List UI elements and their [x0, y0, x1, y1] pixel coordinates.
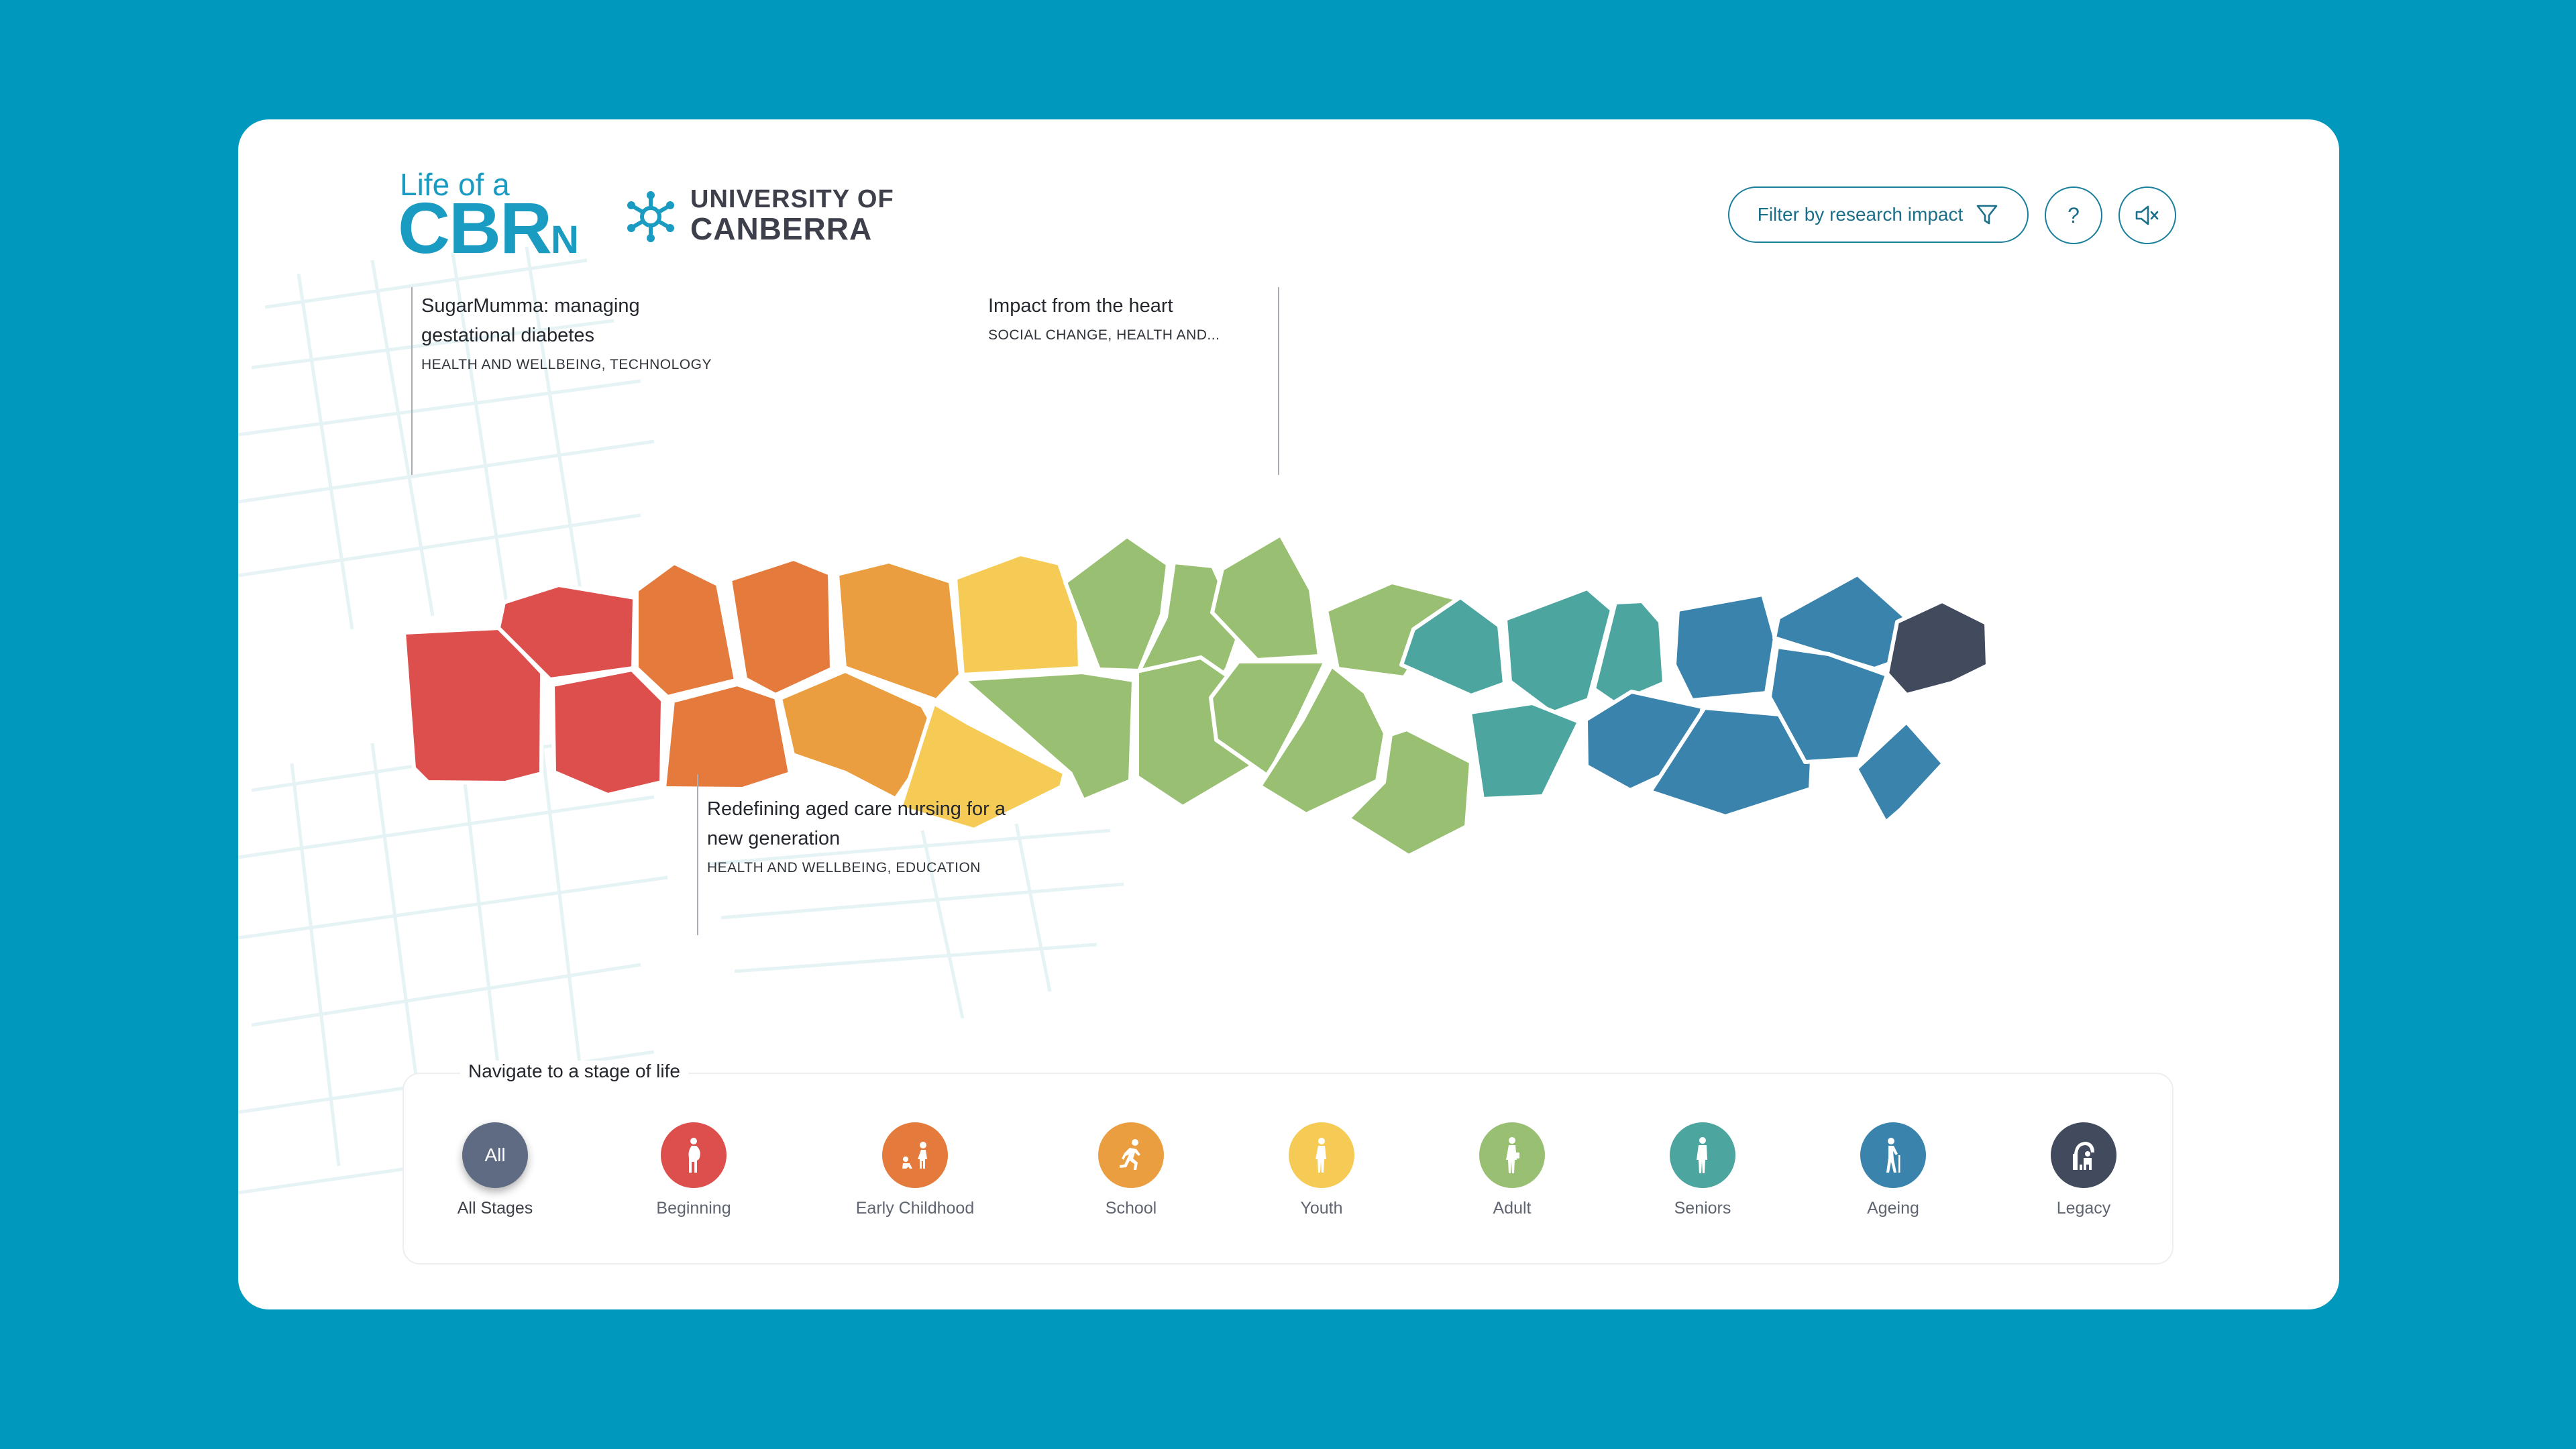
cell-seniors-4[interactable]: [1468, 701, 1581, 801]
question-mark-icon: ?: [2068, 203, 2080, 227]
callout-leader-line: [697, 774, 698, 935]
filter-by-research-impact-button[interactable]: Filter by research impact: [1728, 186, 2029, 243]
callout-title-line1: Redefining aged care nursing for a: [707, 798, 1006, 820]
callout-impact-from-the-heart[interactable]: Impact from the heart SOCIAL CHANGE, HEA…: [988, 286, 1279, 475]
callout-leader-line: [411, 287, 413, 475]
adult-figure-icon: [1506, 1137, 1519, 1173]
all-circle-text: All: [484, 1144, 506, 1165]
cell-adult-6[interactable]: [1209, 659, 1328, 778]
logo-text-cbr: CBRN: [398, 192, 579, 264]
stage-circle: [1479, 1122, 1545, 1188]
stage-legacy[interactable]: Legacy: [2003, 1122, 2164, 1218]
stage-all[interactable]: All All Stages: [415, 1122, 576, 1218]
stage-label: Legacy: [2056, 1199, 2111, 1218]
running-child-icon: [1120, 1139, 1140, 1170]
cell-seniors-2[interactable]: [1503, 586, 1614, 715]
stage-label: Youth: [1300, 1199, 1343, 1218]
speaker-muted-icon: [2135, 205, 2159, 225]
cell-early-childhood-2[interactable]: [728, 557, 834, 697]
stage-adult[interactable]: Adult: [1432, 1122, 1593, 1218]
university-snowflake-icon: [627, 191, 674, 242]
funnel-icon: [1976, 205, 1998, 225]
cell-ageing-1[interactable]: [1672, 592, 1777, 702]
stage-label: Early Childhood: [855, 1199, 975, 1218]
toddler-figures-icon: [902, 1142, 927, 1169]
stage-circle: [882, 1122, 948, 1188]
callout-tags: HEALTH AND WELLBEING, EDUCATION: [707, 860, 981, 875]
navigation-title: Navigate to a stage of life: [460, 1061, 688, 1082]
legacy-figures-icon: [2073, 1142, 2094, 1170]
callout-tags: SOCIAL CHANGE, HEALTH AND...: [988, 327, 1220, 343]
stage-ageing[interactable]: Ageing: [1813, 1122, 1974, 1218]
university-name-line2: CANBERRA: [690, 211, 873, 246]
life-stages-cell-chart: [402, 533, 1990, 858]
cell-adult-1[interactable]: [1063, 534, 1170, 673]
cane-figure-icon: [1886, 1138, 1900, 1173]
cell-youth-2[interactable]: [898, 701, 1067, 832]
stage-label: Seniors: [1674, 1199, 1731, 1218]
filter-button-label: Filter by research impact: [1757, 204, 1964, 225]
all-stages-circle: All: [462, 1122, 528, 1188]
stage-label: Ageing: [1867, 1199, 1919, 1218]
cell-adult-8[interactable]: [1258, 663, 1387, 816]
logo-text-main: CBR: [398, 187, 552, 268]
university-name-line1: UNIVERSITY OF: [690, 185, 894, 213]
cell-early-childhood-3[interactable]: [662, 682, 792, 791]
callout-sugarmumma[interactable]: SugarMumma: managing gestational diabete…: [411, 286, 720, 475]
stage-circle: [1670, 1122, 1735, 1188]
mute-sound-button[interactable]: [2118, 186, 2176, 244]
stage-circle: [1289, 1122, 1354, 1188]
callout-title-line1: Impact from the heart: [988, 295, 1173, 317]
stage-label: All Stages: [457, 1199, 533, 1218]
callout-aged-care-nursing[interactable]: Redefining aged care nursing for a new g…: [697, 774, 1059, 935]
stage-youth[interactable]: Youth: [1241, 1122, 1402, 1218]
stage-label: Adult: [1493, 1199, 1532, 1218]
stage-label: School: [1105, 1199, 1157, 1218]
callout-leader-line: [1278, 287, 1279, 475]
stage-circle: [1098, 1122, 1164, 1188]
logo-text-life-of-a: Life of a: [400, 167, 510, 202]
stage-seniors[interactable]: Seniors: [1622, 1122, 1783, 1218]
background-grid-pattern: [238, 246, 1379, 1222]
stage-circle: [661, 1122, 727, 1188]
help-button[interactable]: ?: [2045, 186, 2102, 244]
pregnant-figure-icon: [688, 1138, 700, 1173]
main-card: Life of a CBRN UNIVERSITY OF CANBERRA Fi…: [238, 119, 2339, 1309]
stage-early-childhood[interactable]: Early Childhood: [835, 1122, 996, 1218]
cell-early-childhood-1[interactable]: [635, 561, 738, 699]
stage-circle: [1860, 1122, 1926, 1188]
cell-legacy-1[interactable]: [1885, 599, 1990, 697]
teen-figure-icon: [1316, 1138, 1326, 1173]
callout-title-line2: gestational diabetes: [421, 325, 594, 346]
senior-figure-icon: [1697, 1137, 1707, 1173]
stage-school[interactable]: School: [1051, 1122, 1212, 1218]
callout-tags: HEALTH AND WELLBEING, TECHNOLOGY: [421, 357, 712, 372]
cell-seniors-1[interactable]: [1399, 595, 1507, 698]
stage-circle: [2051, 1122, 2116, 1188]
logo-text-suffix: N: [550, 218, 579, 262]
cell-beginning-3[interactable]: [551, 667, 665, 797]
cell-ageing-6[interactable]: [1854, 720, 1945, 824]
stage-label: Beginning: [656, 1199, 731, 1218]
callout-title-line2: new generation: [707, 828, 841, 849]
cell-adult-5[interactable]: [1210, 533, 1322, 662]
cell-ageing-5[interactable]: [1768, 645, 1889, 764]
cell-adult-2[interactable]: [961, 670, 1136, 802]
cell-ageing-2[interactable]: [1772, 572, 1910, 671]
stage-navigation-panel: Navigate to a stage of life All All Stag…: [402, 1061, 2174, 1265]
cell-adult-9[interactable]: [1346, 727, 1473, 858]
callout-title-line1: SugarMumma: managing: [421, 295, 640, 317]
stage-beginning[interactable]: Beginning: [613, 1122, 774, 1218]
cell-youth-1[interactable]: [953, 552, 1082, 677]
cell-seniors-3[interactable]: [1592, 599, 1666, 706]
